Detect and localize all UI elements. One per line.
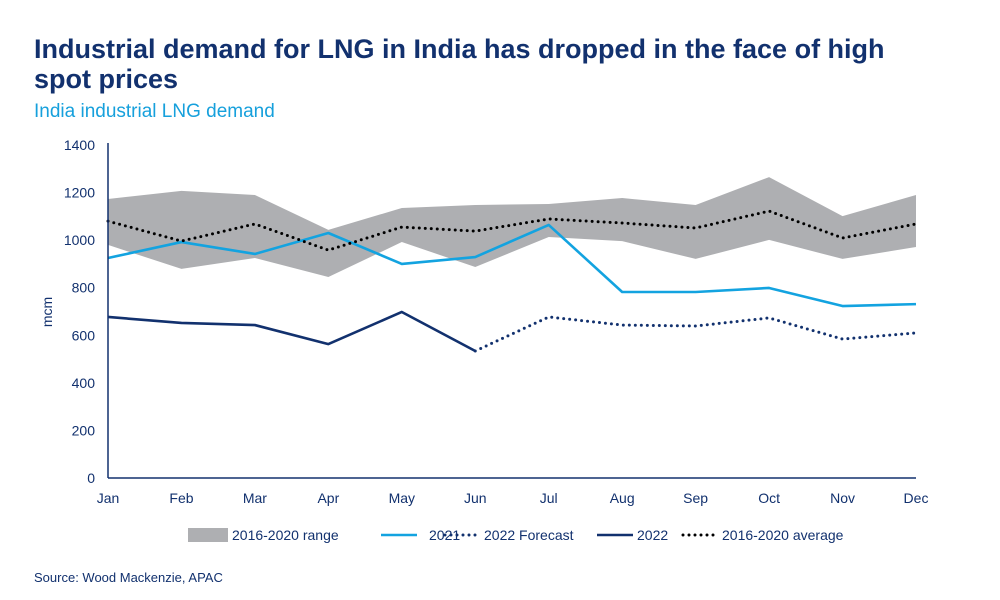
- y-tick-label: 200: [72, 422, 96, 438]
- y-axis-label: mcm: [39, 297, 55, 327]
- legend-label: 2022: [637, 527, 668, 543]
- legend-label-range: 2016-2020 range: [232, 527, 339, 543]
- x-tick-label: Jul: [540, 490, 558, 506]
- y-tick-label: 400: [72, 375, 96, 391]
- chart-subtitle: India industrial LNG demand: [34, 101, 275, 122]
- x-tick-label: Mar: [243, 490, 267, 506]
- x-tick-label: May: [389, 490, 415, 506]
- legend-label: 2016-2020 average: [722, 527, 844, 543]
- y-tick-label: 1000: [64, 232, 95, 248]
- y-tick-label: 0: [87, 470, 95, 486]
- x-tick-label: Feb: [169, 490, 193, 506]
- legend-label: 2022 Forecast: [484, 527, 574, 543]
- chart-title: Industrial demand for LNG in India has d…: [34, 34, 885, 94]
- x-tick-label: Dec: [904, 490, 929, 506]
- y-tick-label: 600: [72, 327, 96, 343]
- series-line-2022: [107, 310, 476, 353]
- x-tick-label: Jun: [464, 490, 487, 506]
- plot-area: [106, 177, 918, 353]
- y-tick-label: 1200: [64, 185, 95, 201]
- y-tick-label: 1400: [64, 137, 95, 153]
- x-tick-label: Oct: [758, 490, 780, 506]
- legend-swatch-range: [188, 528, 228, 542]
- y-tick-label: 800: [72, 280, 96, 296]
- x-tick-label: Jan: [97, 490, 120, 506]
- x-tick-label: Apr: [317, 490, 339, 506]
- x-tick-label: Sep: [683, 490, 708, 506]
- x-tick-label: Nov: [830, 490, 855, 506]
- legend: 2016-2020 range 2021 2022 Forecast 2022 2016…: [188, 527, 844, 543]
- series-line-2022-forecast: [473, 315, 918, 353]
- series-line-2016-2020-average: [106, 209, 918, 252]
- source-note: Source: Wood Mackenzie, APAC: [34, 570, 223, 585]
- x-tick-label: Aug: [610, 490, 635, 506]
- series-line-2021: [107, 223, 917, 308]
- range-band: [108, 177, 916, 278]
- axes: 0 200 400 600 800 1000 1200 1400 Jan Feb Mar Apr May…: [64, 137, 929, 506]
